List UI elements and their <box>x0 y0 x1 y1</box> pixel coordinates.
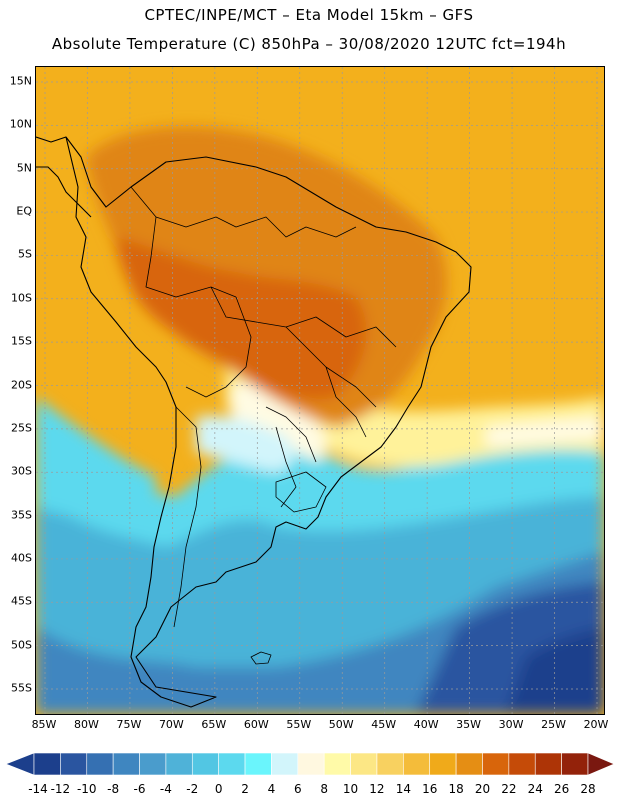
lat-label-25s: 25S <box>11 421 32 435</box>
colorbar-swatch-16 <box>455 752 483 776</box>
colorbar <box>5 752 615 776</box>
colorbar-swatch-6 <box>191 752 219 776</box>
lon-label-85w: 85W <box>31 718 57 731</box>
field-west-cyan <box>36 397 156 522</box>
lon-label-50w: 50W <box>328 718 354 731</box>
colorbar-swatch-11 <box>323 752 351 776</box>
colorbar-label-6: -2 <box>186 782 199 796</box>
lat-label-15n: 15N <box>9 74 32 88</box>
lat-label-30s: 30S <box>11 464 32 478</box>
chart-title: CPTEC/INPE/MCT – Eta Model 15km – GFS <box>144 6 474 24</box>
south-america-coast <box>65 136 472 708</box>
colorbar-swatch-20 <box>561 752 589 776</box>
colorbar-label-14: 14 <box>395 782 411 796</box>
uruguay-outline <box>275 471 327 513</box>
lon-label-80w: 80W <box>74 718 99 731</box>
colorbar-label-7: 0 <box>214 782 223 796</box>
colorbar-swatch-14 <box>403 752 431 776</box>
lat-label-10s: 10S <box>11 291 32 305</box>
lon-label-40w: 40W <box>413 718 439 731</box>
field-land-very-hot <box>116 237 367 400</box>
lat-label-20s: 20S <box>11 378 32 391</box>
lon-label-65w: 65W <box>201 718 227 731</box>
colorbar-label-18: 22 <box>501 782 517 796</box>
colorbar-swatch-13 <box>376 752 404 776</box>
lat-label-5s: 5S <box>18 247 32 261</box>
colorbar-label-4: -6 <box>133 782 146 796</box>
colorbar-label-15: 16 <box>422 782 438 796</box>
lon-label-45w: 45W <box>371 718 397 731</box>
colorbar-swatch-8 <box>244 752 272 776</box>
colorbar-swatch-4 <box>139 752 167 776</box>
lat-label-55s: 55S <box>11 681 32 695</box>
field-front-cream <box>231 383 327 462</box>
colorbar-label-17: 20 <box>474 782 491 796</box>
colorbar-swatch-12 <box>350 752 378 776</box>
colorbar-label-8: 2 <box>241 782 249 796</box>
field-east-cream <box>486 417 604 447</box>
colorbar-label-13: 12 <box>369 782 385 796</box>
colorbar-label-10: 6 <box>293 782 302 796</box>
lon-label-25w: 25W <box>541 718 566 731</box>
colorbar-swatch-18 <box>508 752 536 776</box>
colorbar-label-2: -10 <box>76 782 97 796</box>
temperature-map <box>36 67 604 714</box>
colorbar-swatch-3 <box>112 752 140 776</box>
colorbar-label-11: 8 <box>320 782 329 796</box>
colorbar-label-3: -8 <box>107 782 120 796</box>
colorbar-label-21: 28 <box>580 782 596 796</box>
colorbar-swatch-19 <box>534 752 562 776</box>
colorbar-label-0: -14 <box>28 782 48 796</box>
lon-label-35w: 35W <box>456 718 482 731</box>
lat-label-eq: EQ <box>16 204 32 218</box>
lon-label-75w: 75W <box>116 718 142 731</box>
coastlines <box>36 136 472 708</box>
colorbar-arrow-cold <box>5 752 35 776</box>
chart-subtitle: Absolute Temperature (C) 850hPa – 30/08/… <box>51 35 567 53</box>
colorbar-swatch-9 <box>271 752 299 776</box>
colorbar-swatch-10 <box>297 752 325 776</box>
falklands-outline <box>250 651 272 665</box>
field-front-lightcyan <box>196 415 295 472</box>
lat-label-40s: 40S <box>11 551 32 565</box>
colorbar-swatch-7 <box>218 752 246 776</box>
lon-label-30w: 30W <box>498 718 524 731</box>
country-borders <box>130 186 397 628</box>
lon-label-70w: 70W <box>158 718 184 731</box>
field-darkest-blue <box>506 627 604 714</box>
colorbar-arrow-warm <box>587 752 615 776</box>
colorbar-swatch-15 <box>429 752 457 776</box>
colorbar-swatch-17 <box>482 752 510 776</box>
colorbar-swatch-0 <box>33 752 61 776</box>
colorbar-label-12: 10 <box>342 782 359 796</box>
map-panel <box>35 66 605 715</box>
lat-label-45s: 45S <box>11 594 32 608</box>
colorbar-swatch-1 <box>60 752 88 776</box>
lat-label-10n: 10N <box>9 117 32 131</box>
colorbar-label-1: -12 <box>50 782 71 796</box>
colorbar-swatch-2 <box>86 752 114 776</box>
lon-label-60w: 60W <box>243 718 269 731</box>
lat-label-35s: 35S <box>11 508 32 522</box>
lat-label-5n: 5N <box>16 161 32 175</box>
colorbar-label-19: 24 <box>527 782 543 796</box>
lat-label-15s: 15S <box>11 334 32 348</box>
colorbar-label-9: 4 <box>267 782 276 796</box>
lat-label-50s: 50S <box>11 638 32 652</box>
colorbar-label-5: -4 <box>159 782 172 796</box>
central-america-coast <box>36 136 92 218</box>
colorbar-label-16: 18 <box>448 782 464 796</box>
lon-label-20w: 20W <box>583 718 609 731</box>
lon-label-55w: 55W <box>286 718 312 731</box>
colorbar-swatch-5 <box>165 752 193 776</box>
colorbar-label-20: 26 <box>553 782 570 796</box>
